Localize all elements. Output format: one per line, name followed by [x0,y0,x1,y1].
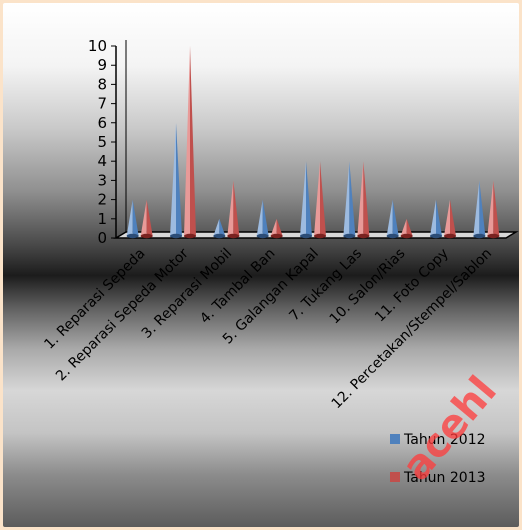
cone-tahun-2012 [386,199,399,239]
cone-base [314,233,326,239]
legend-label: Tahun 2012 [403,432,486,448]
cone-dark-face [132,199,139,236]
cone-light-face [300,161,306,236]
cone-base [227,233,240,239]
cone-light-face [227,180,234,236]
cone-dark-face [450,199,456,236]
legend-swatch [390,434,400,444]
cone-base [430,233,442,239]
y-tick-label: 2 [97,191,107,209]
cone-light-face [487,180,494,236]
cone-dark-face [349,161,356,236]
legend-label: Tahun 2013 [403,470,486,486]
cone-light-face [126,199,133,236]
cone-dark-face [436,199,442,236]
cone-light-face [140,199,147,236]
cone-dark-face [363,161,370,236]
cone-dark-face [306,161,312,236]
cone-tahun-2012 [300,161,312,239]
cone-dark-face [493,180,500,236]
cone-light-face [386,199,393,236]
cone-dark-face [276,218,283,236]
cone-tahun-2013 [270,218,283,239]
cone-tahun-2013 [140,199,153,239]
cone-base [140,233,153,239]
y-tick-label: 10 [88,37,107,55]
cone-base [126,233,139,239]
cone-light-face [473,180,480,236]
cone-light-face [400,218,407,236]
cone-dark-face [262,199,269,236]
cone-tahun-2012 [430,199,442,239]
cone-dark-face [392,199,399,236]
y-tick-label: 1 [97,210,107,228]
cone-dark-face [190,46,196,236]
y-tick-label: 3 [97,171,107,189]
cone-dark-face [320,161,326,236]
cone-light-face [444,199,450,236]
y-tick-label: 7 [97,95,107,113]
cone-light-face [343,161,350,236]
y-tick-label: 5 [97,133,107,151]
cone-base [213,233,226,239]
category-label: 10. Salon/Rias [327,246,409,328]
cone-light-face [256,199,263,236]
cone-layer [126,46,500,239]
cone-light-face [357,161,364,236]
cone-dark-face [479,180,486,236]
cone-dark-face [233,180,240,236]
cone-tahun-2013 [444,199,456,239]
cone-tahun-2013 [184,46,196,239]
cone-light-face [314,161,320,236]
chart-frame: 0 1 2 3 4 5 6 7 8 9 10 1. Reparasi Sepeda 2. Repara… [3,3,519,527]
cone-dark-face [406,218,413,236]
cone-light-face [213,218,220,236]
cone-tahun-2012 [343,161,356,239]
cone-base [270,233,283,239]
cone-base [300,233,312,239]
legend-swatch [390,472,400,482]
y-tick-label: 4 [97,152,107,170]
y-tick-label: 9 [97,56,107,74]
cone-tahun-2012 [126,199,139,239]
cone-base [473,233,486,239]
cone-base [184,233,196,239]
cone-base [400,233,413,239]
cone-tahun-2012 [473,180,486,239]
cone-dark-face [146,199,153,236]
cone-base [170,233,182,239]
cone-base [386,233,399,239]
cone-light-face [270,218,277,236]
cone-light-face [184,46,190,236]
cone-dark-face [219,218,226,236]
y-tick-label: 6 [97,114,107,132]
cone-base [256,233,269,239]
cone-tahun-2013 [314,161,326,239]
cone-base [487,233,500,239]
cone-tahun-2012 [170,122,182,239]
cone-tahun-2013 [400,218,413,239]
cone-base [357,233,370,239]
cone-tahun-2013 [227,180,240,239]
legend: Tahun 2012 Tahun 2013 [390,432,486,486]
cone-base [343,233,356,239]
cone-tahun-2012 [256,199,269,239]
cone-dark-face [176,122,182,236]
cone-tahun-2012 [213,218,226,239]
cone-base [444,233,456,239]
category-label: 4. Tambal Ban [197,246,278,327]
y-tick-label: 8 [97,75,107,93]
cone-tahun-2013 [487,180,500,239]
cone-tahun-2013 [357,161,370,239]
cone-light-face [170,122,176,236]
cone-light-face [430,199,436,236]
y-tick-label: 0 [97,229,107,247]
